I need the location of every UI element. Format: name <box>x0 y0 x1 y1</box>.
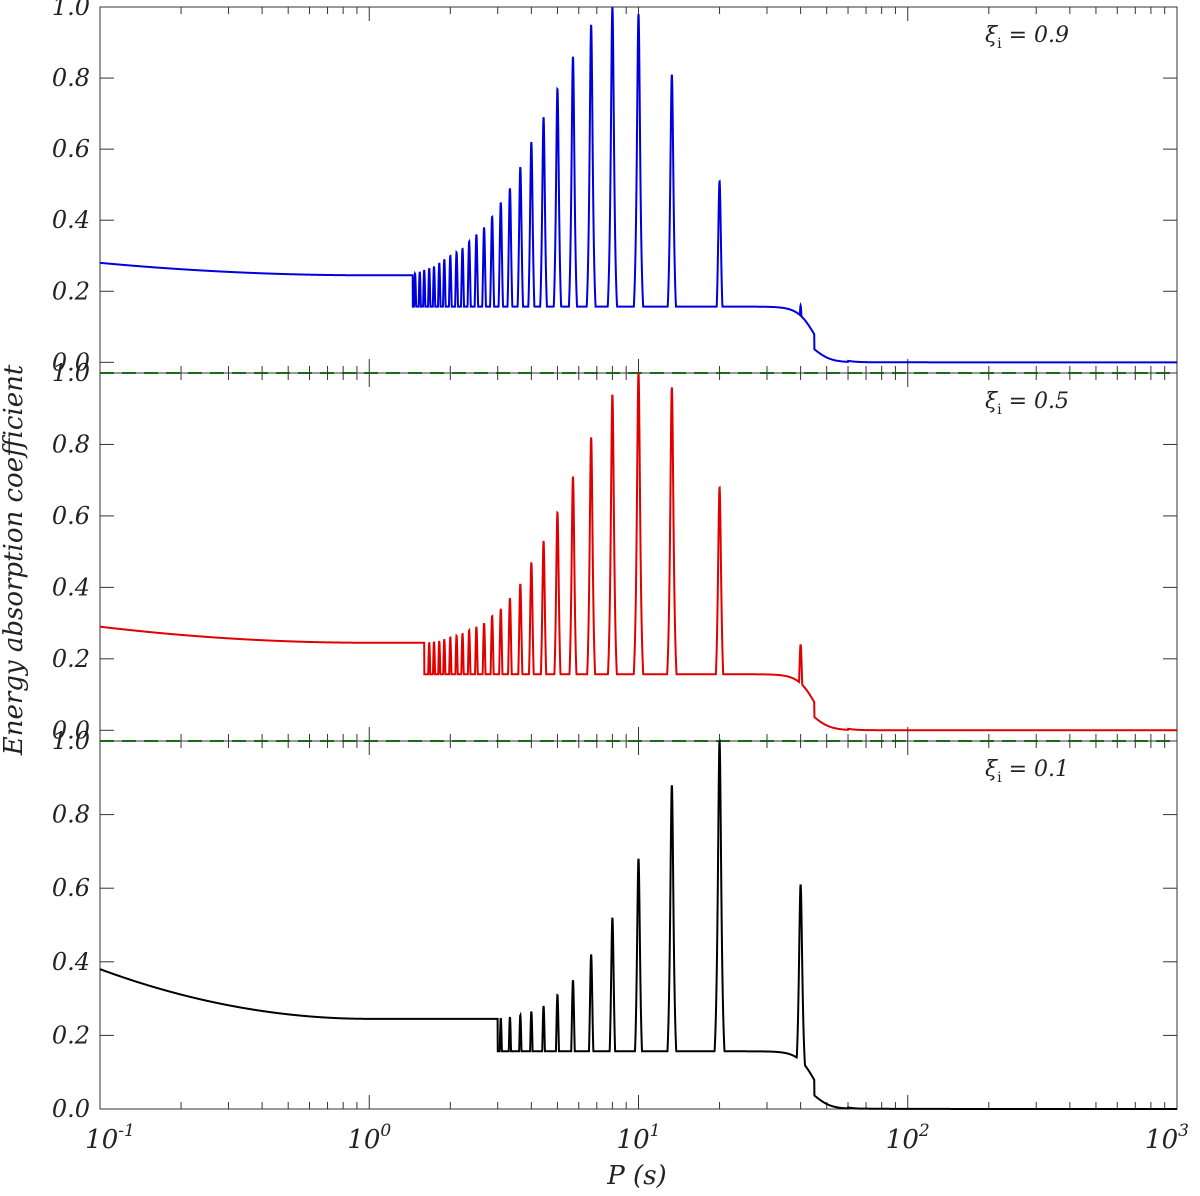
y-tick-label: 0.2 <box>52 645 90 673</box>
y-tick-label: 0.4 <box>52 948 90 976</box>
series-line <box>99 372 1177 732</box>
y-tick-label: 0.4 <box>52 206 90 234</box>
panel-label: ξi = 0.9 <box>985 23 1069 52</box>
series-line <box>99 7 1177 364</box>
panel-label: ξi = 0.5 <box>985 389 1069 418</box>
y-tick-label: 1.0 <box>52 359 90 387</box>
y-tick-label: 0.6 <box>52 874 90 902</box>
x-tick-label: 102 <box>886 1121 930 1155</box>
y-tick-label: 0.6 <box>52 135 90 163</box>
panel-2: 0.0 0.2 0.4 0.6 0.8 1.0 ξi = 0.5 <box>52 359 1178 744</box>
x-tick-label: 103 <box>1145 1121 1189 1155</box>
y-tick-label: 0.2 <box>52 1021 90 1049</box>
y-tick-label: 0.2 <box>52 277 90 305</box>
panel-1: 0.0 0.2 0.4 0.6 0.8 1.0 ξi = 0.9 <box>52 0 1178 376</box>
y-tick-label: 0.0 <box>52 1095 90 1123</box>
x-axis-title: P (s) <box>606 1161 666 1191</box>
x-axis: 10-1 100 101 102 103 <box>85 1121 1189 1155</box>
y-tick-label: 0.0 <box>52 348 90 376</box>
panel-3: 0.0 0.2 0.4 0.6 0.8 1.0 ξi = 0.1 <box>52 727 1178 1123</box>
x-tick-label: 100 <box>347 1121 391 1155</box>
panel-label: ξi = 0.1 <box>985 757 1069 786</box>
x-tick-label: 10-1 <box>85 1121 135 1155</box>
y-tick-label: 0.8 <box>52 801 90 829</box>
x-tick-label: 101 <box>617 1121 661 1155</box>
y-tick-label: 0.4 <box>52 573 90 601</box>
chart-panels: 0.00.20.40.60.81.0ξi = 0.90.00.20.40.60.… <box>52 0 1178 1123</box>
y-tick-label: 0.8 <box>52 64 90 92</box>
y-tick-label: 0.0 <box>52 716 90 744</box>
y-axis-title: Energy absorption coefficient <box>0 364 29 756</box>
y-tick-label: 1.0 <box>52 0 90 21</box>
panel-frame <box>99 740 1178 1110</box>
y-tick-label: 0.6 <box>52 502 90 530</box>
y-tick-label: 0.8 <box>52 430 90 458</box>
series-line <box>99 738 1177 1110</box>
y-tick-label: 1.0 <box>52 727 90 755</box>
